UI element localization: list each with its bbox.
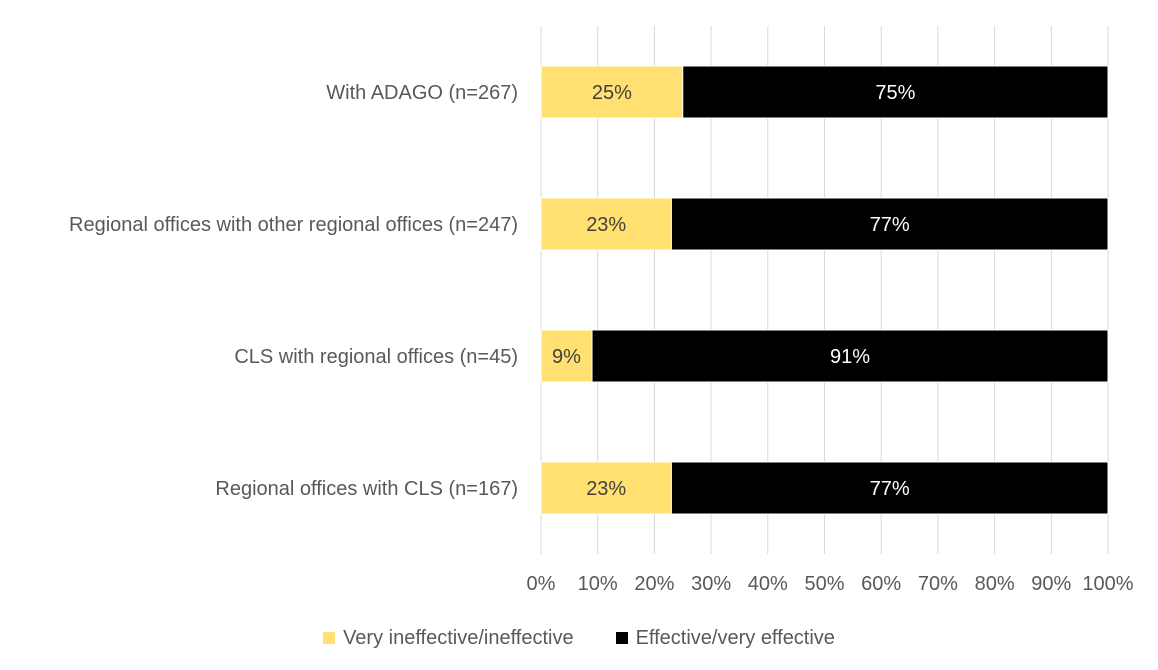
legend-item-ineffective: Very ineffective/ineffective	[323, 627, 574, 650]
x-tick-label: 80%	[975, 573, 1015, 595]
legend-label-ineffective: Very ineffective/ineffective	[343, 626, 574, 649]
x-tick-label: 20%	[634, 573, 674, 595]
data-label: 77%	[870, 478, 910, 500]
x-tick-label: 40%	[748, 573, 788, 595]
x-tick-label: 70%	[918, 573, 958, 595]
x-tick-label: 90%	[1031, 573, 1071, 595]
data-label: 25%	[592, 82, 632, 104]
data-label: 9%	[552, 346, 581, 368]
bar-segment	[540, 65, 684, 119]
bar-segment	[540, 461, 672, 515]
data-label: 75%	[875, 82, 915, 104]
y-category-label: CLS with regional offices (n=45)	[234, 346, 518, 368]
x-tick-label: 60%	[861, 573, 901, 595]
x-tick-label: 50%	[804, 573, 844, 595]
y-category-label: With ADAGO (n=267)	[326, 82, 518, 104]
data-label: 23%	[586, 478, 626, 500]
x-tick-label: 30%	[691, 573, 731, 595]
y-category-label: Regional offices with other regional off…	[69, 214, 518, 236]
chart-legend: Very ineffective/ineffective Effective/v…	[0, 624, 1158, 652]
legend-swatch-ineffective	[323, 632, 336, 644]
bar-segment	[670, 197, 1109, 251]
bar-segment	[670, 461, 1109, 515]
data-label: 77%	[870, 214, 910, 236]
legend-swatch-effective	[615, 632, 628, 644]
data-label: 23%	[586, 214, 626, 236]
x-tick-label: 0%	[527, 573, 556, 595]
x-tick-label: 10%	[578, 573, 618, 595]
bar-segment	[540, 329, 593, 383]
data-label: 91%	[830, 346, 870, 368]
legend-label-effective: Effective/very effective	[635, 626, 835, 649]
bar-segment	[540, 197, 672, 251]
bar-segment	[682, 65, 1109, 119]
bar-segment	[591, 329, 1109, 383]
legend-item-effective: Effective/very effective	[615, 626, 835, 650]
x-tick-label: 100%	[1082, 573, 1133, 595]
y-category-label: Regional offices with CLS (n=167)	[215, 478, 518, 500]
